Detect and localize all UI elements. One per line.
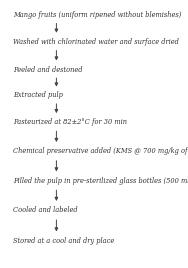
Text: Cooled and labeled: Cooled and labeled	[13, 206, 78, 214]
Text: Mango fruits (uniform ripened without blemishes): Mango fruits (uniform ripened without bl…	[13, 11, 182, 19]
Text: Chemical preservative added (KMS @ 700 mg/kg of pulp): Chemical preservative added (KMS @ 700 m…	[13, 147, 188, 155]
Text: Washed with chlorinated water and surface dried: Washed with chlorinated water and surfac…	[13, 38, 179, 46]
Text: Stored at a cool and dry place: Stored at a cool and dry place	[13, 237, 114, 245]
Text: Pasteurized at 82±2°C for 30 min: Pasteurized at 82±2°C for 30 min	[13, 118, 127, 126]
Text: Filled the pulp in pre-sterilized glass bottles (500 ml capacity): Filled the pulp in pre-sterilized glass …	[13, 177, 188, 185]
Text: Peeled and destoned: Peeled and destoned	[13, 66, 83, 74]
Text: Extracted pulp: Extracted pulp	[13, 91, 63, 99]
